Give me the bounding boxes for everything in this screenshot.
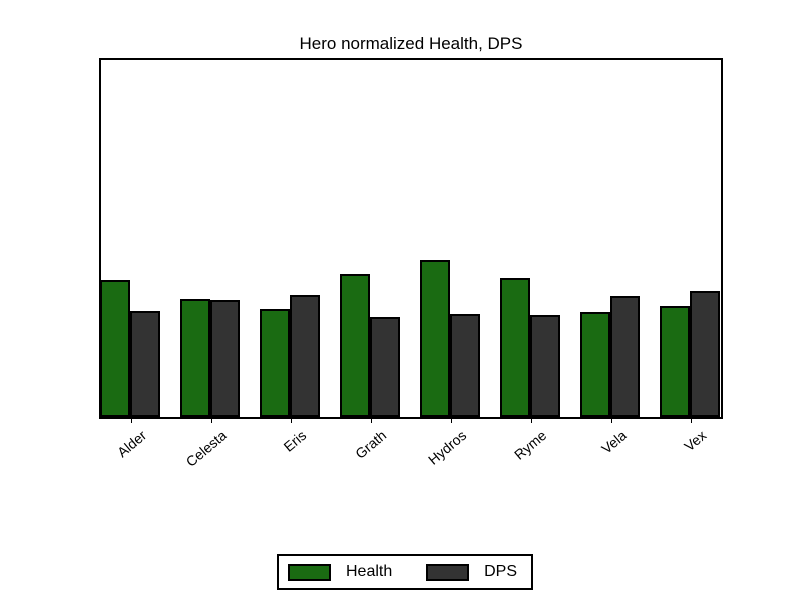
x-tick (611, 419, 612, 423)
plot-area (99, 58, 723, 419)
bar-health-vex (660, 306, 690, 417)
bar-health-ryme (500, 278, 530, 417)
bar-dps-alder (130, 311, 160, 417)
bar-dps-vela (610, 296, 640, 417)
x-axis-ticks (101, 419, 721, 429)
bar-dps-celesta (210, 300, 240, 417)
x-tick (691, 419, 692, 423)
x-tick (531, 419, 532, 423)
legend-label-dps: DPS (484, 563, 517, 580)
x-tick (131, 419, 132, 423)
bar-dps-ryme (530, 315, 560, 417)
bar-dps-vex (690, 291, 720, 417)
bar-health-eris (260, 309, 290, 417)
bar-dps-hydros (450, 314, 480, 417)
x-tick (371, 419, 372, 423)
legend: Health DPS (277, 554, 533, 590)
x-tick (291, 419, 292, 423)
legend-item-dps: DPS (426, 563, 517, 581)
x-tick (211, 419, 212, 423)
bar-health-grath (340, 274, 370, 417)
legend-swatch-dps (426, 563, 470, 581)
x-axis-labels: Alder Celesta Eris Grath Hydros Ryme Vela Vex (101, 419, 721, 489)
legend-item-health: Health (288, 563, 392, 581)
legend-swatch-health (288, 563, 331, 581)
chart-title: Hero normalized Health, DPS (299, 34, 523, 53)
bar-health-hydros (420, 260, 450, 417)
bar-health-celesta (180, 299, 210, 417)
x-tick (451, 419, 452, 423)
legend-label-health: Health (346, 563, 393, 580)
bar-dps-eris (290, 295, 320, 417)
bar-health-vela (580, 312, 610, 417)
bar-dps-grath (370, 317, 400, 417)
bar-health-alder (100, 280, 130, 417)
